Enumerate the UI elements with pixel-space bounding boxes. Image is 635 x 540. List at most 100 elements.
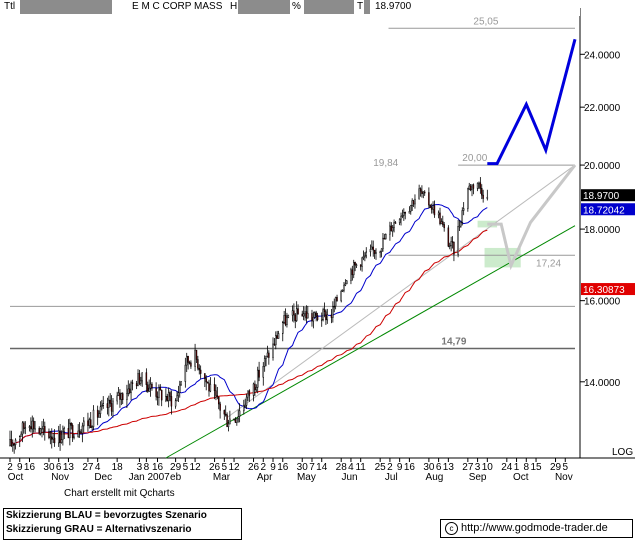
x-tick-label: 15 (530, 462, 542, 473)
level-label: 20,00 (462, 153, 487, 164)
candle-body (286, 317, 288, 326)
candle-body (390, 225, 393, 232)
candle-body (254, 383, 256, 391)
candle-body (248, 390, 251, 396)
candle-body (468, 185, 470, 190)
candle-body (266, 352, 269, 357)
candle-body (432, 205, 434, 210)
candle-body (48, 431, 50, 438)
candle-body (73, 436, 75, 439)
candle-body (112, 400, 114, 412)
candle-body (81, 425, 84, 434)
candle-body (247, 390, 249, 398)
candle-body (19, 436, 21, 441)
candle-body (34, 428, 36, 430)
x-tick-label: 28 (336, 462, 348, 473)
candle-body (428, 192, 430, 206)
scenario-paths (487, 38, 577, 271)
candle-body (138, 373, 141, 384)
candle-body (101, 405, 103, 408)
candle-body (169, 392, 171, 397)
x-month-label: eb (170, 472, 182, 483)
candle-body (51, 436, 53, 440)
candle-body (23, 422, 25, 429)
candle-body (486, 196, 489, 199)
candle-body (177, 392, 180, 397)
y-tick-label: 14.0000 (584, 378, 621, 389)
x-tick-label: 2 (7, 462, 13, 473)
candle-body (385, 233, 387, 240)
x-tick-label: 30 (43, 462, 55, 473)
candle-body (476, 182, 479, 189)
legend-grey-scenario: Skizzierung GRAU = Alternativszenario (6, 524, 192, 535)
candle-body (351, 269, 354, 276)
candle-body (38, 428, 40, 434)
candle-body (408, 211, 411, 214)
candle-body (117, 392, 120, 397)
x-tick-label: 27 (82, 462, 94, 473)
candle-body (262, 366, 265, 378)
candle-body (355, 264, 358, 267)
grey-trendline (226, 164, 576, 418)
candle-body (57, 430, 60, 444)
candle-body (447, 227, 450, 247)
candle-body (400, 215, 402, 220)
candle-body (80, 432, 82, 434)
candle-body (128, 388, 131, 393)
x-month-label: Nov (555, 472, 573, 483)
candle-body (198, 367, 200, 371)
ma-fast-marker-box (581, 203, 635, 216)
level-label: 25,05 (473, 16, 498, 27)
candle-body (160, 389, 163, 401)
candle-body (375, 252, 377, 254)
candle-body (120, 393, 123, 400)
legend-blue-scenario: Skizzierung BLAU = bevorzugtes Szenario (6, 510, 207, 521)
candle-body (346, 280, 348, 285)
candle-body (141, 372, 143, 382)
candle-body (275, 335, 277, 346)
candle-body (380, 248, 383, 252)
candle-body (383, 237, 386, 240)
candle-body (272, 343, 274, 358)
candle-body (314, 312, 316, 318)
footer-url: http://www.godmode-trader.de (461, 522, 608, 534)
x-tick-label: 16 (152, 462, 164, 473)
log-scale-label: LOG (612, 447, 633, 458)
x-tick-label: 25 (375, 462, 387, 473)
ticker-code: Ttl (4, 1, 16, 12)
candle-body (422, 191, 425, 194)
candle-body (119, 392, 121, 400)
candle-body (209, 383, 212, 392)
header-field-time (364, 0, 370, 14)
candle-body (98, 413, 100, 418)
candle-body (293, 310, 295, 316)
candle-body (421, 190, 423, 194)
candle-body (451, 241, 454, 243)
candle-body (14, 439, 17, 445)
candle-body (155, 387, 157, 397)
candle-body (458, 225, 461, 228)
candle-body (297, 308, 299, 315)
x-tick-label: 6 (56, 462, 62, 473)
candle-body (190, 362, 192, 367)
candle-body (333, 305, 335, 308)
source-footer[interactable]: c http://www.godmode-trader.de (440, 519, 633, 538)
candle-body (268, 352, 270, 358)
candle-body (482, 194, 484, 199)
candle-body (44, 426, 46, 432)
candle-body (430, 207, 433, 210)
x-tick-label: 2 (387, 462, 393, 473)
candle-body (9, 439, 11, 447)
price-marker-box (581, 189, 635, 202)
candle-body (256, 369, 259, 388)
x-tick-label: 26 (209, 462, 221, 473)
candle-body (449, 244, 451, 247)
candle-body (52, 437, 54, 440)
company-name: E M C CORP MASS (132, 1, 223, 12)
x-tick-label: 16 (277, 462, 289, 473)
candle-body (89, 419, 92, 428)
price-marker-label: 18.9700 (583, 191, 620, 202)
x-month-label: Nov (51, 472, 69, 483)
candle-body (39, 428, 42, 434)
candle-body (116, 395, 118, 402)
